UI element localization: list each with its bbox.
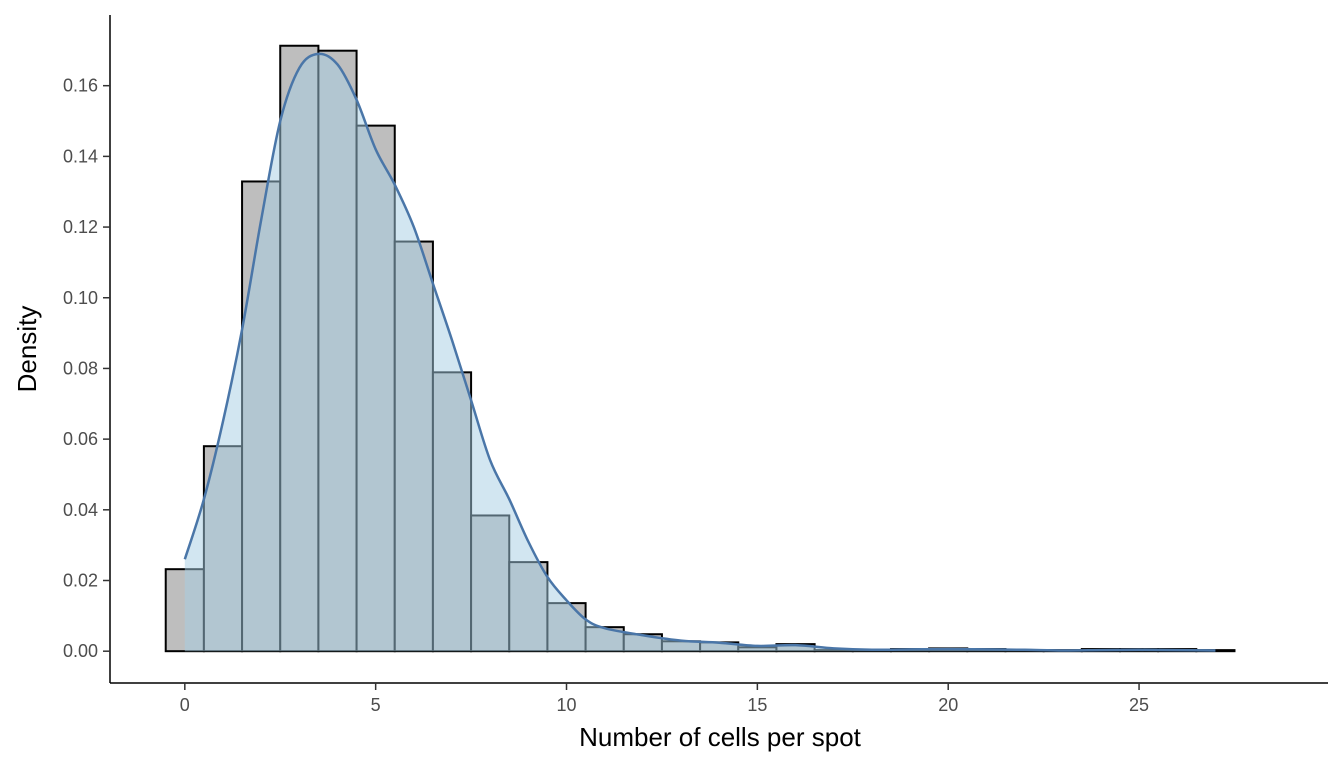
y-tick-label: 0.04 [63, 500, 98, 520]
x-axis-label: Number of cells per spot [579, 722, 862, 752]
density-curve [183, 52, 1216, 652]
x-tick-label: 15 [747, 695, 767, 715]
y-ticks: 0.00 0.02 0.04 0.06 0.08 0.10 0.12 0.14 0.16 [63, 76, 110, 661]
x-tick-label: 10 [556, 695, 576, 715]
y-tick-label: 0.06 [63, 429, 98, 449]
x-tick-label: 25 [1129, 695, 1149, 715]
x-tick-label: 5 [371, 695, 381, 715]
y-tick-label: 0.10 [63, 288, 98, 308]
y-tick-label: 0.02 [63, 571, 98, 591]
y-tick-label: 0.14 [63, 146, 98, 166]
y-tick-label: 0.16 [63, 76, 98, 96]
density-layer [183, 52, 1216, 652]
x-tick-label: 20 [938, 695, 958, 715]
density-area [184, 53, 1216, 652]
y-tick-label: 0.08 [63, 358, 98, 378]
y-tick-label: 0.00 [63, 641, 98, 661]
x-tick-label: 0 [180, 695, 190, 715]
y-tick-label: 0.12 [63, 217, 98, 237]
y-axis-label: Density [12, 306, 42, 393]
x-ticks: 0 5 10 15 20 25 [180, 683, 1149, 715]
